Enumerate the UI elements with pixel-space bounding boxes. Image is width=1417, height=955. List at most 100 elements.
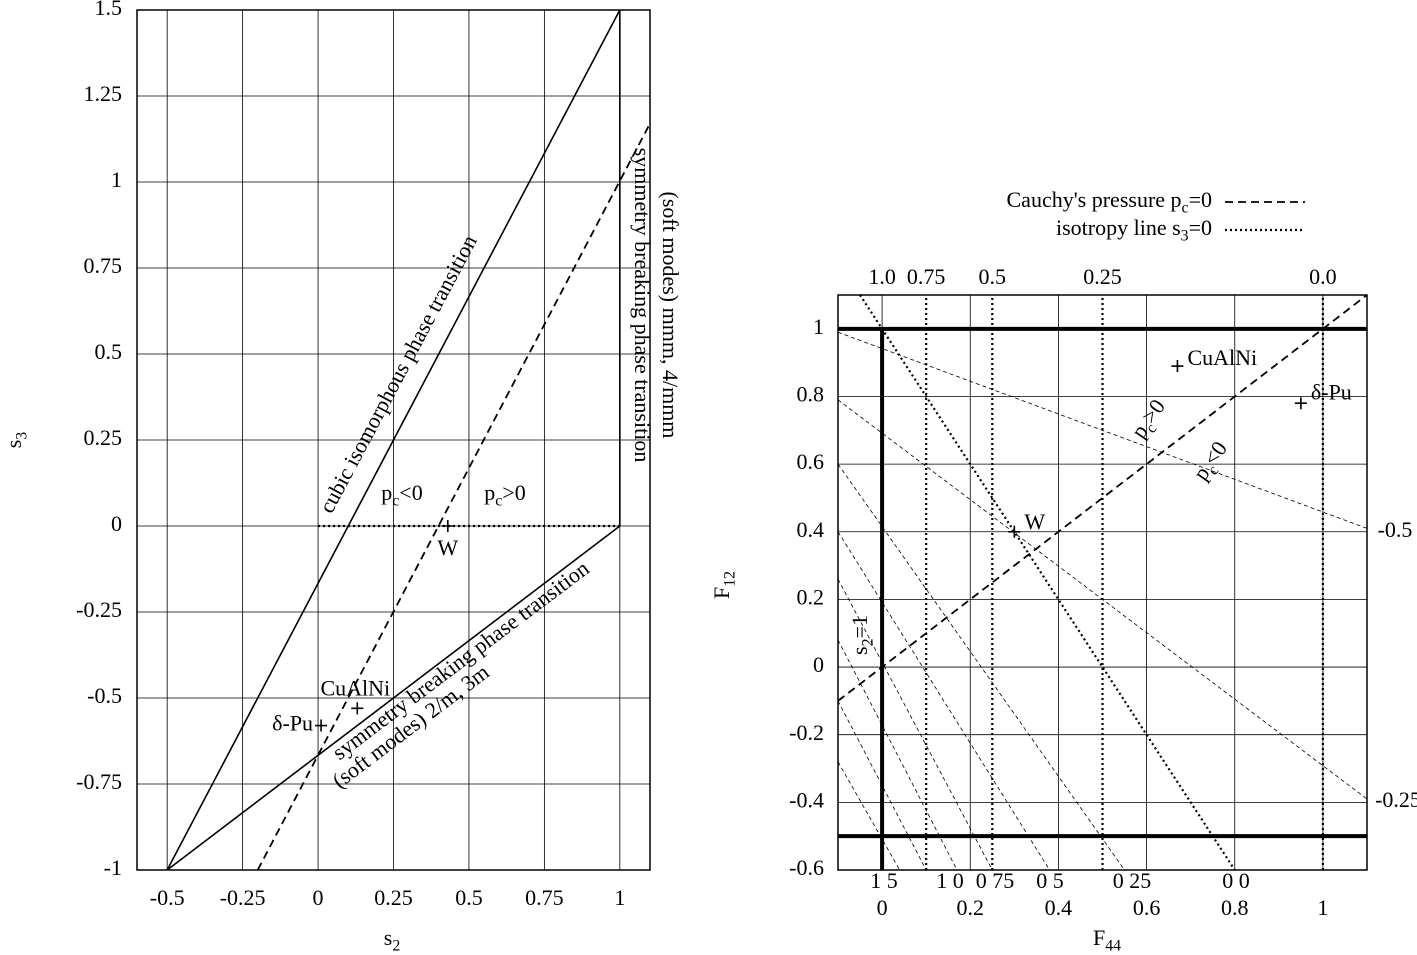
legend-label: Cauchy's pressure pc=0	[1007, 187, 1213, 216]
y-tick-label: 0.4	[797, 517, 825, 542]
x-tick-label: 1	[614, 885, 625, 910]
y-tick-label: 0.75	[84, 253, 123, 278]
series-line	[837, 531, 1050, 871]
series-line	[166, 525, 621, 871]
annotation-after: >0	[502, 480, 525, 505]
x-tick-label: 0	[877, 895, 888, 920]
y-tick-label: -0.25	[76, 597, 122, 622]
y-tick-label: 0	[111, 511, 122, 536]
curve-label: 1 5	[870, 868, 898, 893]
annotation-sub: c	[392, 492, 399, 509]
y-axis-label: s3	[1, 432, 30, 449]
annotation: (soft modes) mmm, 4/mmm	[658, 192, 683, 439]
y-tick-label: 0.6	[797, 449, 825, 474]
annotation: pc<0	[381, 480, 422, 509]
legend-label-sub: c	[1182, 199, 1189, 216]
x-axis-label-main: s	[384, 925, 393, 950]
x-axis-label-sub: 2	[392, 937, 400, 954]
annotation-main: p	[381, 480, 392, 505]
y-tick-label: -1	[104, 855, 122, 880]
annotation-main: s	[847, 646, 872, 655]
x-axis-label: s2	[384, 925, 401, 954]
y-tick-label: 0.5	[95, 339, 123, 364]
point-label: δ-Pu	[272, 711, 313, 736]
point-marker	[1171, 360, 1184, 373]
curve-label: -0.5	[1378, 517, 1413, 542]
curve-label: -0.25	[1375, 787, 1417, 812]
y-tick-label: 0.2	[797, 584, 825, 609]
y-tick-label: -0.4	[789, 787, 824, 812]
y-tick-label: -0.5	[87, 683, 122, 708]
series-line	[256, 123, 651, 871]
x2-tick-label: 0.0	[1309, 264, 1337, 289]
point-label: CuAlNi	[1187, 345, 1257, 370]
curve-label: 0 5	[1036, 868, 1064, 893]
x2-tick-label: 0.75	[907, 264, 946, 289]
y-tick-label: 1	[813, 314, 824, 339]
annotation-sub: 2	[859, 638, 876, 646]
y-tick-label: 1.5	[95, 0, 123, 20]
x-tick-label: -0.25	[220, 885, 266, 910]
series-line	[837, 578, 993, 871]
y-tick-label: 1	[111, 167, 122, 192]
annotation-sub: c	[495, 492, 502, 509]
y-tick-label: 0.8	[797, 382, 825, 407]
annotation-main: p	[484, 480, 495, 505]
annotation-after: >0	[1136, 394, 1170, 428]
annotation: s2=1	[847, 615, 876, 655]
annotation: pc<0	[1188, 436, 1236, 487]
y-axis-label: F12	[709, 571, 738, 599]
curve-label: 0 75	[976, 868, 1015, 893]
point-marker	[315, 719, 328, 732]
series-line	[837, 639, 958, 871]
x2-tick-label: 1.0	[868, 264, 896, 289]
x-tick-label: 0.4	[1045, 895, 1073, 920]
x-tick-label: 1	[1317, 895, 1328, 920]
point-label: W	[1024, 509, 1045, 534]
legend-label-after: =0	[1189, 187, 1212, 212]
series-line	[837, 761, 901, 871]
y-axis-label-sub: 3	[13, 432, 30, 440]
annotation-after: <0	[399, 480, 422, 505]
x-axis-label: F44	[1093, 925, 1121, 954]
x-tick-label: 0.6	[1133, 895, 1161, 920]
x-tick-label: 0.2	[957, 895, 985, 920]
curve-label: 0 0	[1222, 868, 1250, 893]
y-axis-label-main: F	[709, 587, 734, 599]
legend-label-sub: 3	[1181, 227, 1189, 244]
x2-tick-label: 0.25	[1083, 264, 1122, 289]
y-axis-label-sub: 12	[721, 571, 738, 587]
curve-label: 1 0	[936, 868, 964, 893]
y-tick-label: 1.25	[84, 81, 123, 106]
legend-label: isotropy line s3=0	[1056, 215, 1212, 244]
series-line	[837, 463, 1125, 871]
point-marker	[441, 520, 454, 532]
series-line	[859, 294, 1236, 871]
annotation-after: <0	[1198, 436, 1232, 470]
x2-tick-label: 0.5	[979, 264, 1007, 289]
plot-frame	[136, 9, 651, 871]
series-line	[837, 331, 1368, 529]
series-line	[837, 399, 1368, 800]
point-marker	[1294, 397, 1307, 410]
y-tick-label: 0	[813, 652, 824, 677]
series-line	[837, 700, 927, 871]
legend-label-after: =0	[1189, 215, 1212, 240]
annotation: cubic isomorphous phase transition	[314, 231, 482, 517]
legend-label-main: isotropy line s	[1056, 215, 1181, 240]
x-axis-label-main: F	[1093, 925, 1105, 950]
annotation: pc>0	[1126, 394, 1174, 445]
x-axis-label-sub: 44	[1105, 937, 1121, 954]
point-label: δ-Pu	[1311, 379, 1352, 404]
y-tick-label: -0.75	[76, 769, 122, 794]
x-tick-label: 0	[313, 885, 324, 910]
annotation: pc>0	[484, 480, 525, 509]
x-tick-label: 0.75	[525, 885, 564, 910]
x-tick-label: 0.5	[455, 885, 483, 910]
legend-label-main: Cauchy's pressure p	[1007, 187, 1182, 212]
y-axis-label-main: s	[1, 440, 26, 449]
point-marker	[1008, 525, 1021, 538]
x-tick-label: 0.8	[1221, 895, 1249, 920]
point-label: W	[437, 535, 458, 560]
